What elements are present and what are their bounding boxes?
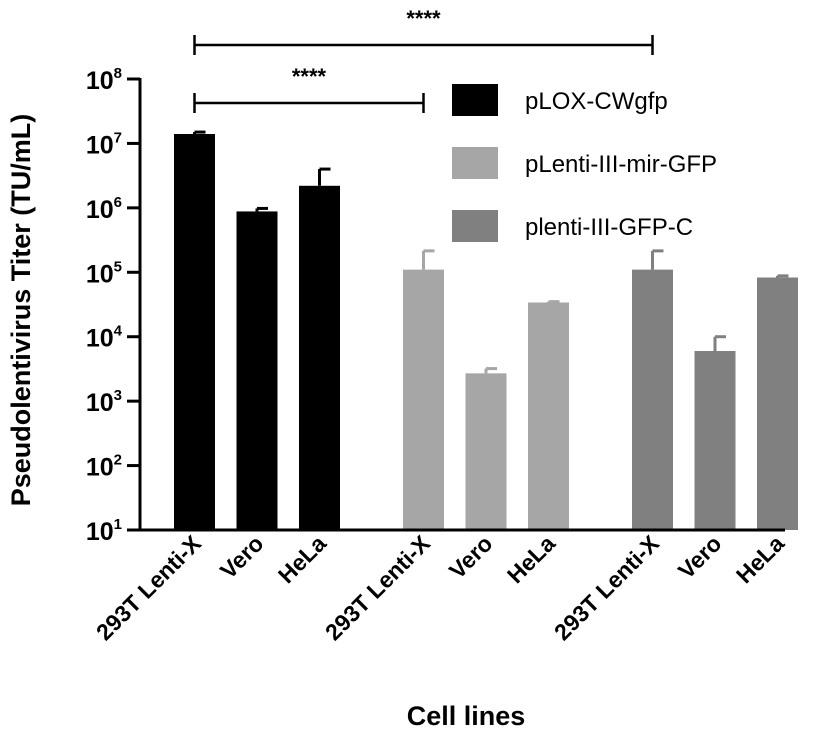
error-bars-layer xyxy=(193,130,789,374)
bar xyxy=(694,351,736,530)
x-tick-label: Vero xyxy=(215,530,269,584)
y-tick-label: 106 xyxy=(86,194,122,224)
bar xyxy=(299,185,340,530)
y-tick-label: 108 xyxy=(86,65,122,95)
y-tick-label: 104 xyxy=(86,323,123,353)
bar xyxy=(403,269,444,530)
bar xyxy=(174,134,215,531)
axes-layer xyxy=(138,78,785,532)
y-tick-label: 105 xyxy=(86,258,122,288)
x-tick-label: HeLa xyxy=(731,530,789,588)
x-tick-label: Vero xyxy=(673,530,727,584)
x-tick-label: 293T Lenti-X xyxy=(91,530,207,646)
x-tick-label: Vero xyxy=(444,530,498,584)
x-tick-label: 293T Lenti-X xyxy=(549,530,665,646)
bar xyxy=(236,211,278,530)
x-tick-label: HeLa xyxy=(273,530,331,588)
legend-label: pLOX-CWgfp xyxy=(525,88,668,115)
x-tick-label: 293T Lenti-X xyxy=(320,530,436,646)
legend-swatch xyxy=(452,84,498,116)
y-tick-label: 103 xyxy=(86,387,122,417)
bar xyxy=(528,302,569,530)
significance-label: **** xyxy=(292,64,327,89)
y-tick-label: 107 xyxy=(86,129,122,159)
legend-label: pLenti-III-mir-GFP xyxy=(525,151,717,178)
bar xyxy=(465,373,507,530)
x-axis-title: Cell lines xyxy=(407,701,526,731)
y-tick-label: 102 xyxy=(86,452,122,482)
legend-swatch xyxy=(452,147,498,179)
y-ticks-layer: 101 102 103 104 105 106 107 108 xyxy=(86,65,140,546)
y-axis-title: Pseudolentivirus Titer (TU/mL) xyxy=(6,114,36,507)
legend-label: plenti-III-GFP-C xyxy=(525,214,693,241)
legend-swatch xyxy=(452,210,498,242)
bar xyxy=(757,277,798,530)
bar xyxy=(632,269,673,530)
bars-layer xyxy=(174,134,798,531)
x-tick-label: HeLa xyxy=(502,530,560,588)
significance-layer: **** **** xyxy=(193,6,654,113)
legend: pLOX-CWgfp pLenti-III-mir-GFP plenti-III-G… xyxy=(452,84,717,242)
y-tick-label: 101 xyxy=(86,516,122,546)
significance-label: **** xyxy=(406,6,441,31)
